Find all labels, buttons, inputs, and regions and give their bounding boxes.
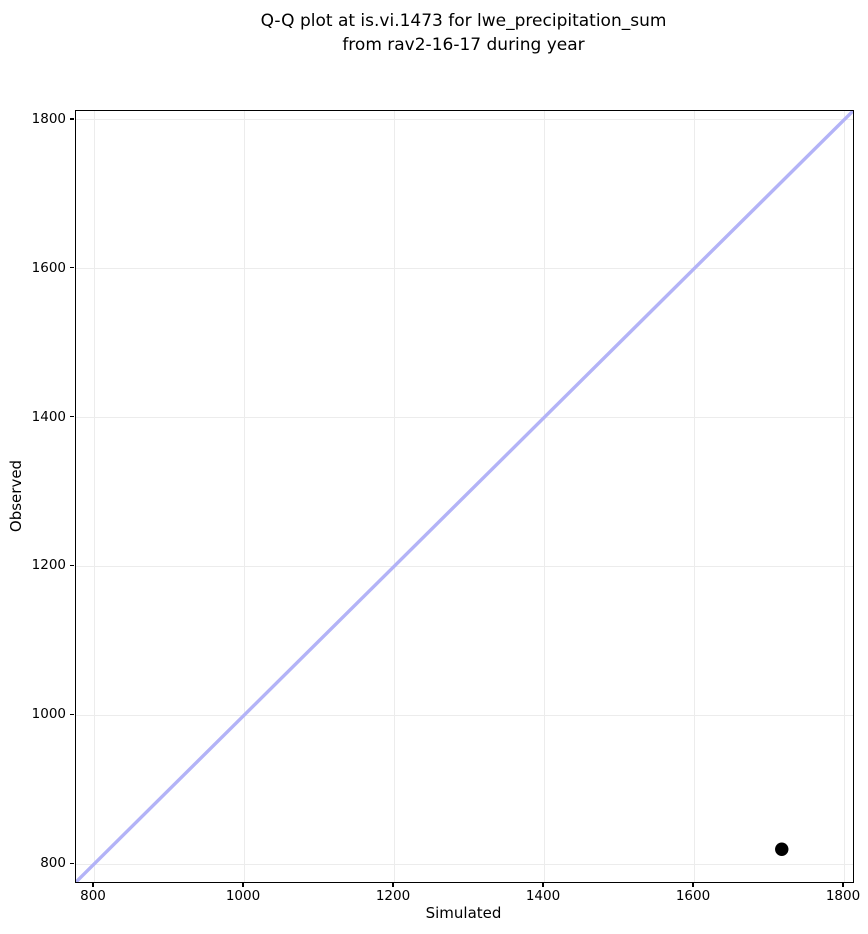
x-gridline bbox=[93, 111, 95, 882]
x-gridline bbox=[243, 111, 245, 882]
plot-canvas bbox=[76, 111, 853, 882]
x-gridline bbox=[693, 111, 695, 882]
y-tick-label: 1800 bbox=[31, 110, 66, 127]
chart-title-line-2: from rav2-16-17 during year bbox=[342, 35, 585, 55]
y-gridline bbox=[76, 863, 853, 865]
x-tick-label: 1600 bbox=[675, 888, 711, 904]
x-tick-label: 1400 bbox=[525, 888, 561, 904]
y-tick-mark bbox=[69, 118, 74, 120]
y-tick-mark bbox=[69, 267, 74, 269]
x-tick-mark bbox=[842, 882, 844, 887]
y-tick-label: 1200 bbox=[31, 557, 66, 574]
y-gridline bbox=[76, 417, 853, 419]
y-axis-label: Observed bbox=[7, 459, 25, 533]
x-tick-label: 800 bbox=[80, 888, 106, 904]
x-gridline bbox=[843, 111, 845, 882]
plot-area bbox=[75, 110, 854, 883]
identity-line bbox=[76, 111, 853, 882]
y-gridline bbox=[76, 119, 853, 121]
y-tick-label: 1400 bbox=[31, 408, 66, 425]
x-axis-label: Simulated bbox=[425, 904, 502, 922]
x-tick-label: 1200 bbox=[375, 888, 411, 904]
x-tick-label: 1800 bbox=[825, 888, 861, 904]
y-tick-mark bbox=[69, 862, 74, 864]
y-tick-mark bbox=[69, 564, 74, 567]
x-gridline bbox=[543, 111, 545, 882]
x-tick-mark bbox=[92, 882, 94, 887]
x-gridline bbox=[393, 111, 395, 882]
y-tick-mark bbox=[69, 416, 74, 418]
x-tick-mark bbox=[392, 882, 394, 887]
y-gridline bbox=[76, 268, 853, 270]
data-point bbox=[775, 842, 789, 856]
y-tick-label: 1600 bbox=[31, 259, 66, 276]
y-tick-label: 1000 bbox=[31, 706, 66, 723]
x-tick-mark bbox=[242, 882, 244, 887]
y-tick-mark bbox=[69, 713, 74, 715]
y-gridline bbox=[76, 565, 853, 567]
y-tick-label: 800 bbox=[40, 855, 66, 872]
y-gridline bbox=[76, 714, 853, 716]
chart-title-line-1: Q-Q plot at is.vi.1473 for lwe_precipita… bbox=[260, 11, 667, 31]
x-tick-mark bbox=[542, 882, 544, 887]
x-tick-label: 1000 bbox=[225, 888, 261, 904]
x-tick-mark bbox=[692, 882, 694, 887]
chart-title: Q-Q plot at is.vi.1473 for lwe_precipita… bbox=[75, 9, 852, 57]
